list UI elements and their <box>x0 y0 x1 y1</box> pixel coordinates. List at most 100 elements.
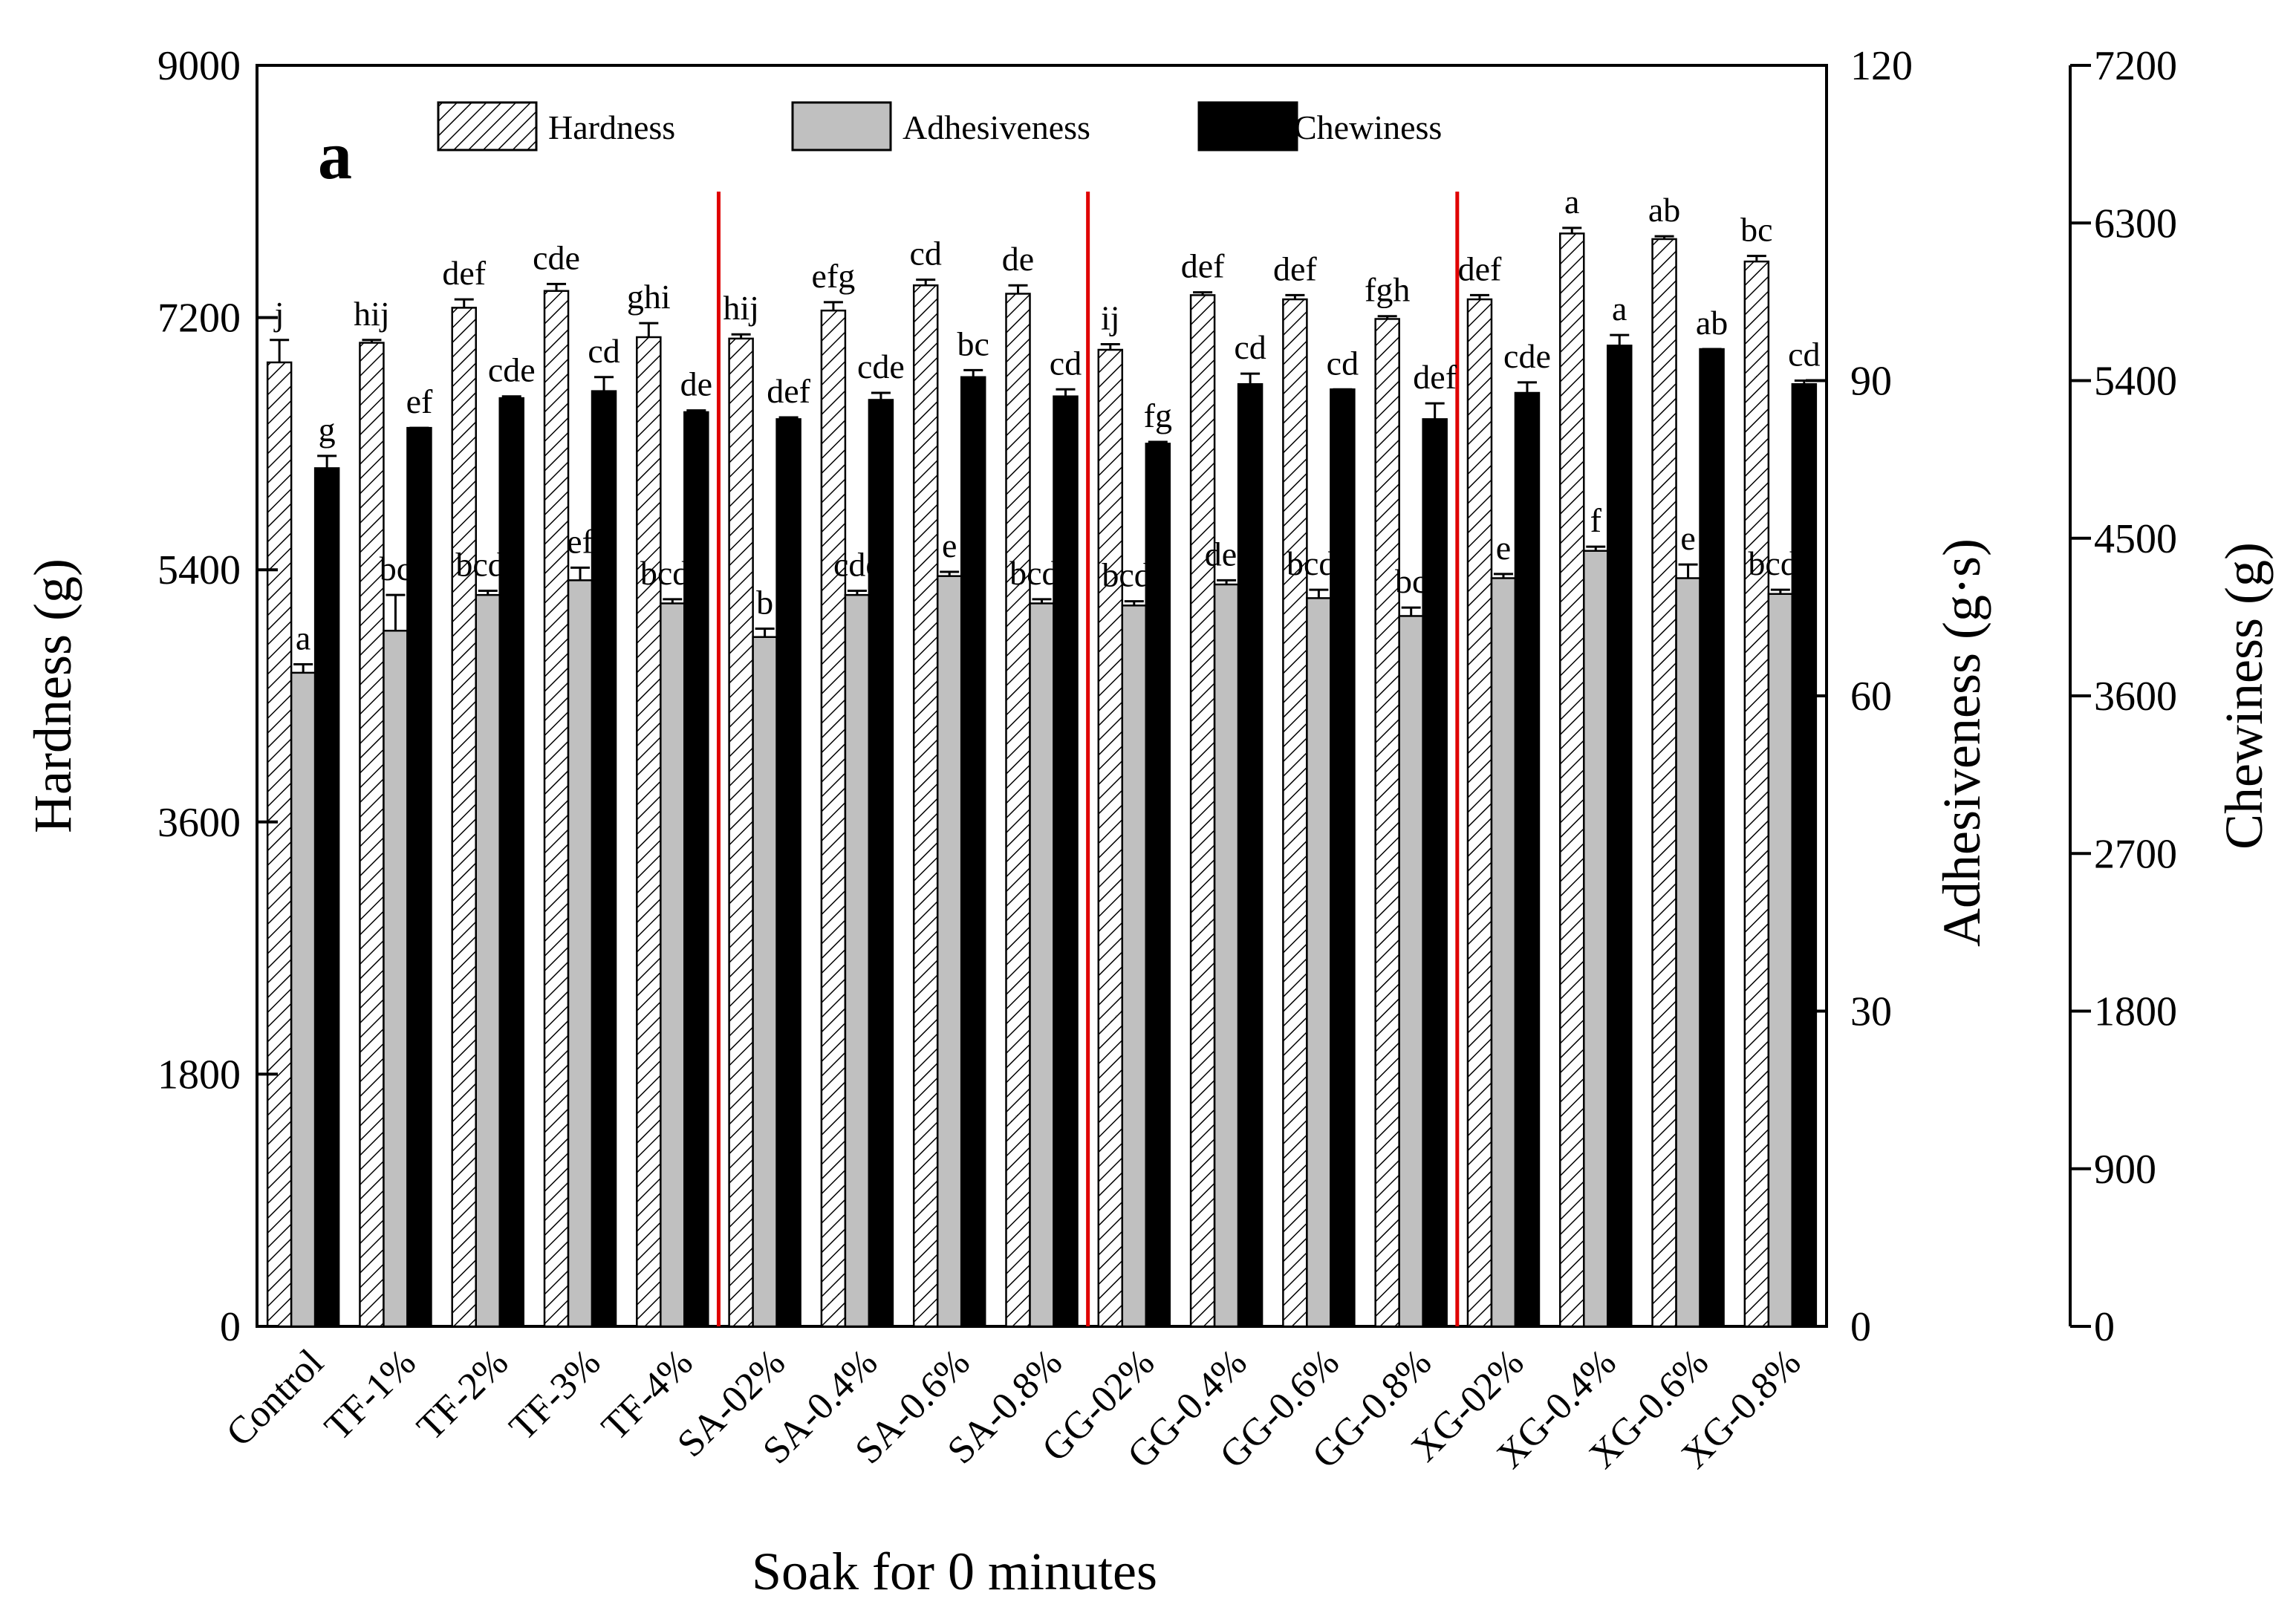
hardness-significance-label: fgh <box>1365 271 1410 309</box>
hardness-significance-label: cde <box>533 238 580 276</box>
category-label: TF-2% <box>409 1341 516 1448</box>
axis-ticks: 0 1800 3600 5400 7200 9000 0 30 60 90 120 0 900 1800 2… <box>157 43 2177 1350</box>
chewiness-bar <box>775 418 801 1328</box>
hardness-bar <box>636 336 662 1328</box>
adhesiveness-significance-label: e <box>1496 529 1511 567</box>
adhesiveness-bar <box>1306 597 1332 1328</box>
adhesiveness-tick-label: 30 <box>1850 989 1892 1035</box>
chewiness-bar <box>1514 391 1541 1328</box>
adhesiveness-tick-label: 120 <box>1850 43 1913 89</box>
chewiness-significance-label: cde <box>857 348 905 385</box>
adhesiveness-significance-label: bc <box>380 550 412 587</box>
hardness-bar <box>543 290 570 1328</box>
hardness-significance-label: ghi <box>627 278 671 316</box>
chewiness-significance-label: cd <box>588 332 619 370</box>
chewiness-bar <box>960 376 986 1328</box>
chewiness-tick-label: 900 <box>2094 1147 2156 1193</box>
legend-swatch-chewiness <box>1197 101 1298 152</box>
adhesiveness-bar <box>660 602 686 1328</box>
adhesiveness-bar <box>1675 577 1701 1328</box>
chewiness-bar <box>868 399 894 1328</box>
chewiness-tick-label: 6300 <box>2094 201 2177 247</box>
chewiness-bar <box>1422 418 1448 1328</box>
adhesiveness-bar <box>1121 605 1148 1328</box>
adhesiveness-bar <box>936 575 963 1328</box>
category-labels: ControlTF-1%TF-2%TF-3%TF-4%SA-02%SA-0.4%… <box>218 1341 1809 1476</box>
hardness-bar <box>1282 298 1308 1328</box>
adhesiveness-significance-label: bc <box>1395 562 1427 600</box>
chewiness-bar <box>498 397 524 1328</box>
legend: Hardness Adhesiveness Chewiness <box>437 101 1442 152</box>
hardness-tick-label: 7200 <box>157 296 241 342</box>
legend-label-hardness: Hardness <box>548 108 675 146</box>
adhesiveness-significance-label: e <box>942 527 957 564</box>
adhesiveness-significance-label: e <box>1680 519 1695 557</box>
adhesiveness-significance-label: b <box>756 583 773 621</box>
chewiness-bar <box>1237 382 1264 1328</box>
hardness-bar <box>1743 260 1770 1328</box>
hardness-significance-label: def <box>1458 250 1502 287</box>
adhesiveness-bar <box>1029 602 1055 1328</box>
chewiness-significance-label: def <box>767 372 810 410</box>
x-axis-title: Soak for 0 minutes <box>752 1542 1157 1601</box>
hardness-significance-label: ij <box>1101 299 1120 336</box>
hardness-bar <box>1374 318 1400 1328</box>
hardness-bar <box>728 337 754 1328</box>
chewiness-significance-label: g <box>319 411 336 449</box>
hardness-tick-label: 3600 <box>157 800 241 846</box>
adhesiveness-axis-title: Adhesiveness (g·s) <box>1932 538 1991 947</box>
legend-label-chewiness: Chewiness <box>1294 108 1442 146</box>
adhesiveness-bar <box>752 636 778 1328</box>
chewiness-tick-label: 4500 <box>2094 516 2177 562</box>
hardness-axis-title: Hardness (g) <box>23 558 82 833</box>
hardness-significance-label: cd <box>909 235 941 273</box>
chewiness-bar <box>683 411 709 1328</box>
hardness-significance-label: def <box>1273 250 1317 287</box>
adhesiveness-bar <box>290 671 316 1328</box>
chewiness-significance-label: cd <box>1234 328 1266 366</box>
hardness-bar <box>451 307 477 1328</box>
adhesiveness-significance-label: ef <box>567 522 593 560</box>
chewiness-bar <box>406 426 432 1328</box>
adhesiveness-significance-label: f <box>1590 501 1602 539</box>
hardness-tick-label: 9000 <box>157 43 241 89</box>
hardness-significance-label: de <box>1002 240 1034 278</box>
chewiness-tick-label: 1800 <box>2094 989 2177 1035</box>
chewiness-bar <box>1607 345 1633 1328</box>
adhesiveness-bar <box>1213 583 1240 1328</box>
hardness-bar <box>912 284 939 1328</box>
group-separators <box>716 192 1460 1326</box>
chewiness-tick-label: 2700 <box>2094 831 2177 877</box>
chewiness-significance-label: ef <box>406 382 433 420</box>
chewiness-bar <box>1791 382 1818 1328</box>
chewiness-significance-label: ab <box>1696 304 1728 342</box>
chewiness-bar <box>1330 388 1356 1328</box>
category-label: Control <box>218 1341 332 1455</box>
hardness-bar <box>1097 348 1124 1328</box>
chewiness-bar <box>313 467 340 1328</box>
adhesiveness-bar <box>567 579 593 1328</box>
category-label: TF-1% <box>316 1341 423 1448</box>
hardness-significance-label: ab <box>1648 191 1680 229</box>
chewiness-axis-title: Chewiness (g) <box>2214 542 2274 850</box>
adhesiveness-bar <box>1583 550 1609 1328</box>
chewiness-significance-label: a <box>1612 290 1627 328</box>
chewiness-significance-label: cd <box>1327 344 1359 382</box>
hardness-significance-label: efg <box>812 257 856 295</box>
chewiness-tick-label: 0 <box>2094 1304 2115 1350</box>
adhesiveness-bar <box>1398 615 1424 1328</box>
legend-label-adhesiveness: Adhesiveness <box>903 108 1090 146</box>
legend-swatch-adhesiveness <box>791 101 892 152</box>
adhesiveness-bar <box>383 630 409 1328</box>
chewiness-significance-label: def <box>1413 358 1457 396</box>
panel-label: a <box>318 117 352 193</box>
hardness-significance-label: def <box>442 254 486 292</box>
hardness-bar <box>1651 238 1677 1328</box>
chewiness-bar <box>1699 348 1725 1328</box>
hardness-significance-label: a <box>1564 183 1579 221</box>
hardness-bar <box>359 342 385 1328</box>
adhesiveness-bar <box>1767 593 1794 1328</box>
adhesiveness-significance-label: a <box>296 619 310 657</box>
